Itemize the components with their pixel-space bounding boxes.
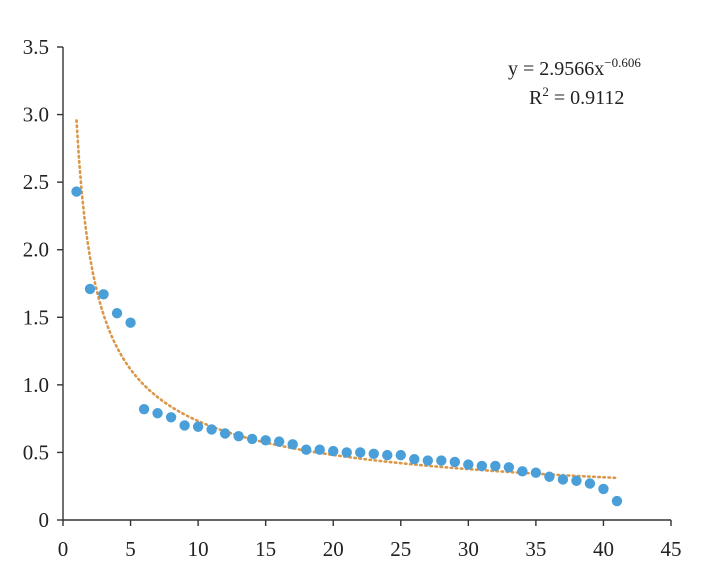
x-tick-label: 0 [58,537,69,561]
equation-line: y = 2.9566x−0.606 [508,55,641,80]
data-point [328,445,339,457]
data-point [314,444,325,455]
y-tick-label: 3.5 [23,35,49,59]
data-point [368,448,379,459]
data-point [138,403,150,415]
data-point [341,447,352,458]
data-point [246,433,258,445]
x-tick-label: 30 [458,537,479,561]
x-tick-label: 15 [255,537,276,561]
data-point [611,495,623,507]
y-tick-label: 3.0 [23,103,49,127]
r2-exponent: 2 [542,84,549,99]
data-point [544,471,555,482]
equation-exponent: −0.606 [604,55,641,70]
r2-prefix: R [529,87,543,109]
data-point [530,467,542,478]
x-tick-label: 10 [188,537,209,561]
data-point [503,462,515,473]
data-point [409,453,420,465]
data-point [111,308,123,319]
data-point [395,449,406,461]
r2-suffix: = 0.9112 [549,87,625,109]
data-point [422,455,433,466]
y-tick-label: 0 [39,508,50,532]
data-point [206,424,217,435]
data-point [287,439,298,450]
data-point [233,431,244,442]
data-point [192,421,204,432]
x-tick-label: 5 [125,537,136,561]
data-point [273,436,285,447]
x-tick-label: 25 [390,537,411,561]
data-point [260,435,271,446]
data-point [152,408,163,419]
y-tick-label: 2.5 [23,170,49,194]
equation-prefix: y = 2.9566x [508,58,604,80]
trendline-equation: y = 2.9566x−0.606 R2 = 0.9112 [508,55,641,109]
data-point [463,459,474,470]
data-point [179,420,190,431]
data-point [571,475,582,487]
data-point [557,474,569,485]
data-point [449,456,461,468]
y-tick-label: 2.0 [23,238,49,262]
trendline [75,119,619,480]
data-point [84,283,96,295]
data-point [125,317,136,328]
data-point [490,460,501,472]
power-trendline [75,119,619,480]
axes: 0 0.5 1.0 1.5 2.0 2.5 3.0 3.5 0 5 10 15 20 25 30 35 40 45 [23,35,682,561]
data-point [517,466,528,477]
x-tick-label: 20 [323,537,344,561]
data-point [598,483,609,495]
data-point [355,447,366,458]
x-tick-label: 40 [593,537,614,561]
data-points [71,186,623,507]
data-point [584,478,596,489]
data-point [301,444,312,455]
x-tick-label: 45 [661,537,682,561]
y-tick-label: 0.5 [23,440,49,464]
y-tick-label: 1.0 [23,373,49,397]
data-point [219,428,231,439]
data-point [71,186,82,197]
data-point [436,455,447,466]
data-point [382,449,393,461]
data-point [98,289,109,300]
y-tick-label: 1.5 [23,305,49,329]
data-point [476,460,488,472]
r-squared-line: R2 = 0.9112 [529,84,624,109]
data-point [165,412,177,423]
x-tick-label: 35 [525,537,546,561]
